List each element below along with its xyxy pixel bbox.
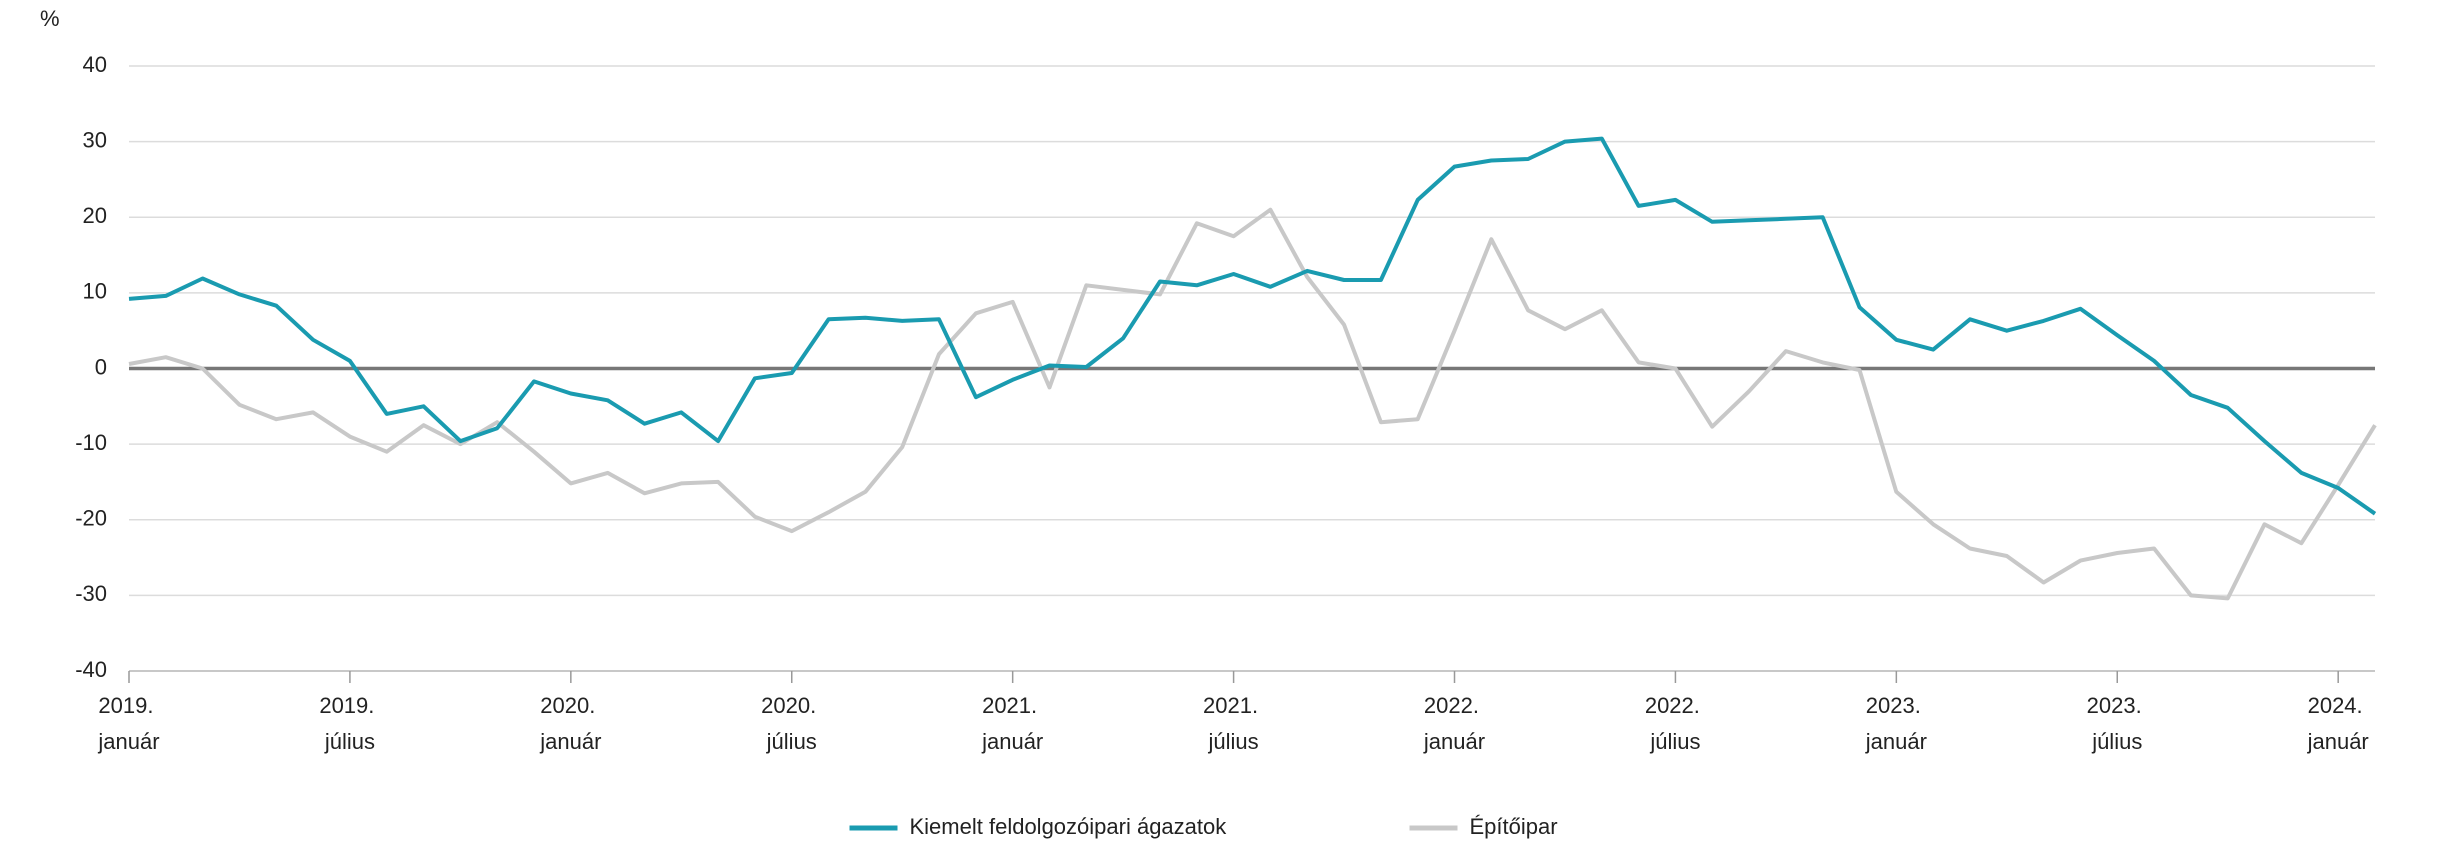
legend-label: Építőipar (1470, 814, 1558, 839)
y-tick-label: 0 (95, 354, 107, 379)
x-tick-label: 2023. július (2087, 693, 2148, 754)
y-tick-label: 10 (83, 279, 107, 304)
x-tick-label: 2019. január (97, 693, 159, 754)
x-tick-label: 2021. január (981, 693, 1043, 754)
y-tick-label: 20 (83, 203, 107, 228)
legend-label: Kiemelt feldolgozóipari ágazatok (910, 814, 1228, 839)
y-tick-label: 40 (83, 52, 107, 77)
x-tick-label: 2019. július (319, 693, 380, 754)
y-axis-label: % (40, 6, 60, 31)
y-tick-label: -20 (75, 506, 107, 531)
series-line (128, 136, 2377, 516)
y-tick-label: -40 (75, 657, 107, 682)
y-tick-label: 30 (83, 127, 107, 152)
x-tick-label: 2022. július (1645, 693, 1706, 754)
y-tick-label: -10 (75, 430, 107, 455)
x-tick-label: 2022. január (1423, 693, 1485, 754)
y-tick-label: -30 (75, 581, 107, 606)
x-tick-label: 2024. január (2307, 693, 2369, 754)
x-tick-label: 2021. július (1203, 693, 1264, 754)
series-line (128, 207, 2377, 601)
x-tick-label: 2020. január (539, 693, 601, 754)
x-tick-label: 2023. január (1865, 693, 1927, 754)
x-tick-label: 2020. július (761, 693, 822, 754)
